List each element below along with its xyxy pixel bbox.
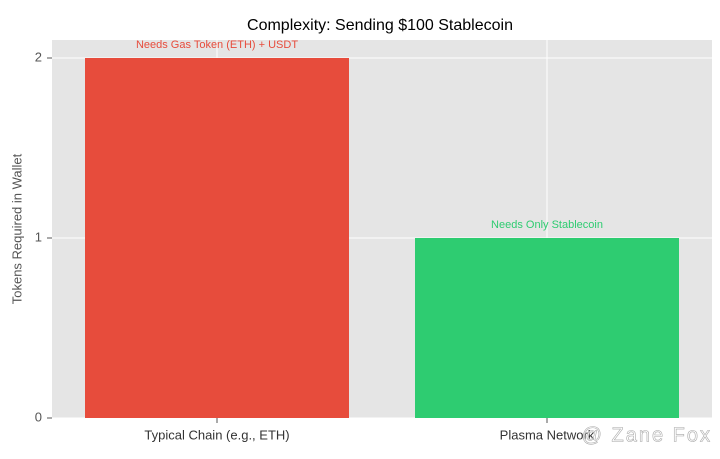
- y-tick-label: 0: [35, 409, 42, 424]
- x-tick-label: Typical Chain (e.g., ETH): [144, 427, 289, 442]
- y-tick-label: 1: [35, 229, 42, 244]
- x-tick-label: Plasma Network: [500, 427, 595, 442]
- y-axis-label: Tokens Required in Wallet: [9, 153, 24, 304]
- y-tick-label: 2: [35, 49, 42, 64]
- bar: [85, 58, 349, 418]
- bar-annotation: Needs Gas Token (ETH) + USDT: [136, 39, 298, 51]
- bar-annotation: Needs Only Stablecoin: [491, 219, 603, 231]
- watermark: @ Zane Fox: [582, 424, 712, 446]
- bar: [415, 238, 679, 418]
- chart-title: Complexity: Sending $100 Stablecoin: [247, 17, 513, 34]
